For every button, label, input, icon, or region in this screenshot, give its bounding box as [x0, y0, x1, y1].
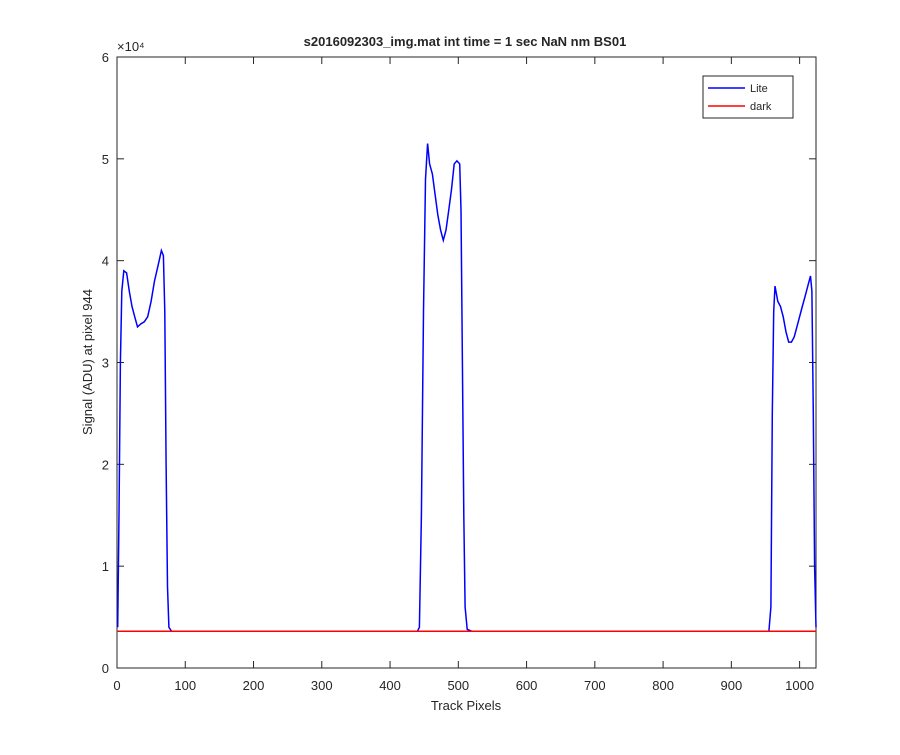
y-tick-label: 6: [102, 50, 109, 65]
legend-label: Lite: [750, 83, 768, 95]
legend-label: dark: [750, 101, 772, 113]
x-axis-label: Track Pixels: [431, 698, 502, 713]
y-tick-label: 0: [102, 661, 109, 676]
y-tick-label: 4: [102, 254, 109, 269]
y-tick-label: 2: [102, 457, 109, 472]
legend-box: [702, 75, 794, 119]
x-tick-label: 0: [113, 678, 120, 693]
x-tick-label: 800: [652, 678, 674, 693]
x-tick-label: 900: [721, 678, 743, 693]
y-tick-label: 5: [102, 152, 109, 167]
plot-frame: [116, 56, 817, 669]
x-tick-label: 300: [311, 678, 333, 693]
y-tick-label: 3: [102, 356, 109, 371]
chart-title: s2016092303_img.mat int time = 1 sec NaN…: [304, 34, 627, 49]
series-line: [116, 143, 817, 633]
x-tick-label: 100: [174, 678, 196, 693]
x-tick-label: 400: [379, 678, 401, 693]
y-axis-label: Signal (ADU) at pixel 944: [80, 289, 95, 435]
x-tick-label: 500: [447, 678, 469, 693]
x-tick-label: 200: [243, 678, 265, 693]
x-tick-label: 600: [516, 678, 538, 693]
y-tick-label: 1: [102, 559, 109, 574]
y-exponent: ×10⁴: [117, 39, 145, 54]
x-tick-label: 700: [584, 678, 606, 693]
x-tick-label: 1000: [785, 678, 814, 693]
